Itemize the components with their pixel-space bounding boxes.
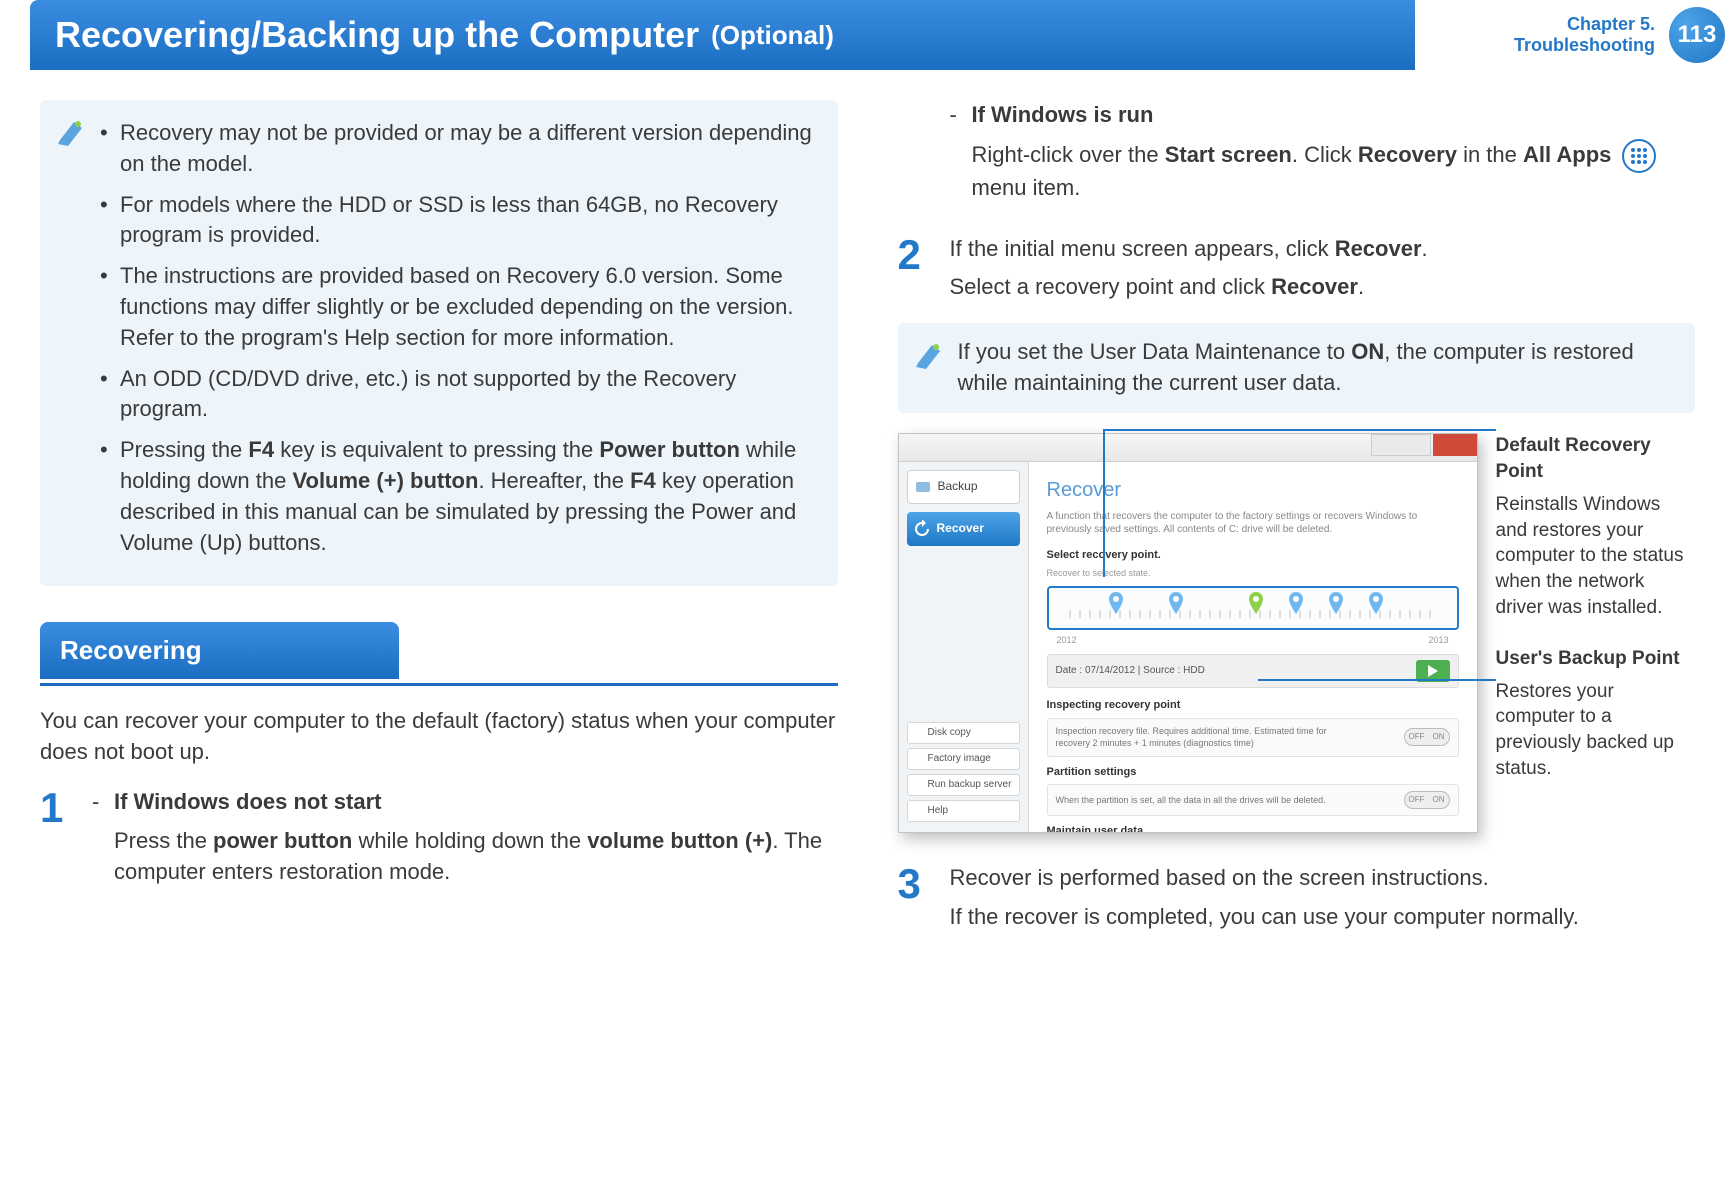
callout-text: Restores your computer to a previously b…: [1496, 679, 1696, 782]
chapter-line1: Chapter 5.: [1435, 14, 1655, 35]
sidebar-label: Recover: [937, 520, 984, 537]
recovery-pin[interactable]: [1109, 592, 1123, 614]
inspect-text: Inspection recovery file. Requires addit…: [1056, 725, 1356, 750]
leader-line: [1103, 429, 1105, 577]
note-icon: [914, 341, 944, 371]
partition-toggle[interactable]: [1404, 791, 1450, 809]
recovery-app-screenshot: Backup Recover Disk copy Factory image R…: [898, 433, 1478, 833]
step3-line1: Recover is performed based on the screen…: [950, 863, 1696, 894]
step-number: 1: [40, 787, 76, 897]
screenshot-with-callouts: Backup Recover Disk copy Factory image R…: [898, 433, 1696, 833]
chapter-label: Chapter 5. Troubleshooting: [1435, 14, 1655, 55]
right-column: If Windows is run Right-click over the S…: [898, 100, 1696, 952]
step1b-text: Right-click over the Start screen. Click…: [972, 139, 1696, 204]
step-1: 1 If Windows does not start Press the po…: [40, 787, 838, 897]
note-item: Recovery may not be provided or may be a…: [100, 118, 814, 180]
callout-text: Reinstalls Windows and restores your com…: [1496, 492, 1696, 620]
step-2: 2 If the initial menu screen appears, cl…: [898, 234, 1696, 304]
timeline-year: 2012: [1057, 634, 1077, 647]
recover-icon: [913, 520, 931, 538]
recovery-pin[interactable]: [1369, 592, 1383, 614]
page-title: Recovering/Backing up the Computer: [55, 10, 699, 60]
main-pane: Recover A function that recovers the com…: [1029, 462, 1477, 832]
sidebar-item-help[interactable]: Help: [907, 800, 1020, 822]
callouts: Default Recovery Point Reinstalls Window…: [1496, 433, 1696, 833]
step2-line2: Select a recovery point and click Recove…: [950, 272, 1696, 303]
chapter-line2: Troubleshooting: [1435, 35, 1655, 56]
note-item: The instructions are provided based on R…: [100, 261, 814, 353]
page-number-badge: 113: [1669, 7, 1725, 63]
page-header: Recovering/Backing up the Computer (Opti…: [0, 0, 1735, 70]
sidebar-label: Backup: [938, 478, 978, 495]
recovery-meta-row: Date : 07/14/2012 | Source : HDD: [1047, 654, 1459, 688]
step-number: 3: [898, 863, 934, 933]
sidebar-item-recover[interactable]: Recover: [907, 512, 1020, 546]
callout-title: User's Backup Point: [1496, 646, 1696, 673]
maintenance-note: If you set the User Data Maintenance to …: [898, 323, 1696, 413]
step1a-text: Press the power button while holding dow…: [114, 826, 838, 888]
section-underline: [40, 683, 838, 686]
step1-case-b: If Windows is run Right-click over the S…: [950, 100, 1696, 204]
recovery-pin[interactable]: [1169, 592, 1183, 614]
timeline-year: 2013: [1428, 634, 1448, 647]
sidebar-item-backup[interactable]: Backup: [907, 470, 1020, 504]
step1b-title: If Windows is run: [972, 100, 1696, 131]
recovery-pin-selected[interactable]: [1249, 592, 1263, 614]
recovery-pin[interactable]: [1329, 592, 1343, 614]
leader-line: [1103, 429, 1496, 431]
inspect-row: Inspection recovery file. Requires addit…: [1047, 718, 1459, 757]
section-heading-recovering: Recovering: [40, 622, 399, 678]
info-note-box: Recovery may not be provided or may be a…: [40, 100, 838, 586]
recovery-meta: Date : 07/14/2012 | Source : HDD: [1056, 664, 1205, 678]
note-item: Pressing the F4 key is equivalent to pre…: [100, 435, 814, 558]
inspect-toggle[interactable]: [1404, 728, 1450, 746]
step1a-title: If Windows does not start: [114, 787, 838, 818]
window-minimize-maximize[interactable]: [1371, 434, 1431, 456]
backup-icon: [914, 478, 932, 496]
recovery-timeline[interactable]: [1047, 586, 1459, 630]
recovering-intro: You can recover your computer to the def…: [40, 706, 838, 768]
note-item: For models where the HDD or SSD is less …: [100, 190, 814, 252]
step3-line2: If the recover is completed, you can use…: [950, 902, 1696, 933]
callout-user-point: User's Backup Point Restores your comput…: [1496, 646, 1696, 781]
sidebar-item-run-backup-server[interactable]: Run backup server: [907, 774, 1020, 796]
pane-subtitle: A function that recovers the computer to…: [1047, 510, 1459, 536]
select-point-sub: Recover to selected state.: [1047, 567, 1459, 580]
partition-label: Partition settings: [1047, 765, 1459, 780]
pane-title: Recover: [1047, 476, 1459, 504]
recovery-pin[interactable]: [1289, 592, 1303, 614]
inspect-label: Inspecting recovery point: [1047, 698, 1459, 713]
partition-row: When the partition is set, all the data …: [1047, 784, 1459, 816]
sidebar-item-disk-copy[interactable]: Disk copy: [907, 722, 1020, 744]
select-point-label: Select recovery point.: [1047, 548, 1459, 563]
header-title-bar: Recovering/Backing up the Computer (Opti…: [30, 0, 1415, 70]
header-meta: Chapter 5. Troubleshooting 113: [1415, 0, 1735, 70]
step-3: 3 Recover is performed based on the scre…: [898, 863, 1696, 933]
sidebar-item-factory-image[interactable]: Factory image: [907, 748, 1020, 770]
step1-case-a: If Windows does not start Press the powe…: [92, 787, 838, 887]
callout-title: Default Recovery Point: [1496, 433, 1696, 486]
leader-line: [1258, 679, 1496, 681]
all-apps-icon: [1622, 139, 1656, 173]
step2-line1: If the initial menu screen appears, clic…: [950, 234, 1696, 265]
left-column: Recovery may not be provided or may be a…: [40, 100, 838, 952]
window-titlebar: [899, 434, 1477, 462]
window-close-button[interactable]: [1433, 434, 1477, 456]
step-number: 2: [898, 234, 934, 304]
callout-default-point: Default Recovery Point Reinstalls Window…: [1496, 433, 1696, 620]
page-title-optional: (Optional): [711, 17, 834, 53]
maintain-label: Maintain user data: [1047, 824, 1459, 832]
note-item: An ODD (CD/DVD drive, etc.) is not suppo…: [100, 364, 814, 426]
note-icon: [56, 118, 86, 148]
sidebar: Backup Recover Disk copy Factory image R…: [899, 462, 1029, 832]
partition-text: When the partition is set, all the data …: [1056, 794, 1326, 807]
